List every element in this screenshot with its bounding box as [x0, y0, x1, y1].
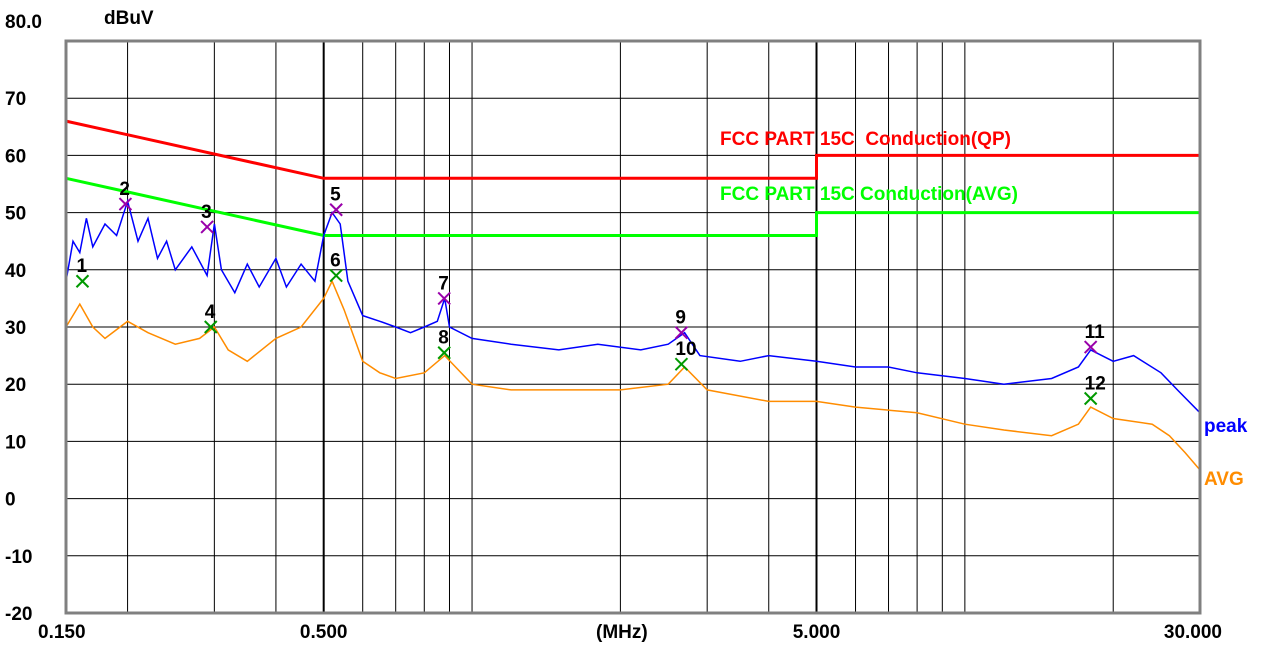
- marker-8: 8: [437, 328, 451, 360]
- y-tick-label: 60: [5, 146, 26, 167]
- x-tick-label: 30.000: [1164, 622, 1222, 643]
- y-tick-labels: 70 60 50 40 30 20 10 0 -10 -20: [5, 89, 32, 625]
- marker-10: 10: [674, 339, 697, 371]
- y-tick-label: -20: [5, 604, 32, 625]
- marker-label: 4: [205, 302, 216, 323]
- x-tick-labels: 0.150 0.500 5.000 30.000: [38, 622, 1222, 643]
- marker-6: 6: [329, 251, 343, 283]
- plot-border: [64, 39, 1202, 615]
- y-axis-unit-label: dBuV: [104, 8, 154, 29]
- y-tick-label: -10: [5, 547, 32, 568]
- marker-5: 5: [329, 185, 343, 217]
- marker-cross: [75, 274, 90, 288]
- marker-label: 11: [1085, 322, 1106, 343]
- marker-label: 3: [201, 202, 212, 223]
- marker-4: 4: [204, 302, 218, 334]
- x-tick-label: 5.000: [793, 622, 841, 643]
- marker-cross: [1083, 340, 1098, 354]
- peak-trace: [65, 198, 1201, 414]
- x-tick-label: 0.500: [300, 622, 348, 643]
- marker-label: 7: [438, 273, 449, 294]
- marker-7: 7: [437, 273, 451, 306]
- y-tick-label: 50: [5, 204, 26, 225]
- marker-label: 8: [438, 328, 449, 349]
- marker-cross: [437, 291, 451, 306]
- marker-2: 2: [118, 179, 133, 211]
- marker-cross: [329, 268, 343, 283]
- avg-limit-label: FCC PART 15C Conduction(AVG): [720, 184, 1018, 205]
- marker-12: 12: [1083, 374, 1106, 406]
- marker-cross: [674, 326, 689, 340]
- marker-label: 10: [675, 339, 696, 360]
- y-axis-top-label: 80.0: [5, 12, 42, 33]
- y-tick-label: 70: [5, 89, 26, 110]
- limit-lines: [65, 119, 1200, 237]
- marker-cross: [1083, 391, 1098, 406]
- avg-legend-label: AVG: [1204, 469, 1244, 490]
- y-tick-label: 30: [5, 318, 26, 339]
- marker-cross: [118, 197, 133, 211]
- marker-label: 2: [119, 179, 130, 200]
- marker-cross: [200, 220, 214, 234]
- qp-limit-label: FCC PART 15C Conduction(QP): [720, 129, 1011, 150]
- y-tick-label: 10: [5, 432, 26, 453]
- x-axis-unit-label: (MHz): [596, 622, 648, 643]
- marker-1: 1: [75, 256, 90, 288]
- peak-legend-label: peak: [1204, 416, 1248, 437]
- avg-trace: [65, 279, 1201, 471]
- marker-label: 5: [330, 185, 341, 206]
- y-tick-label: 0: [5, 490, 16, 511]
- marker-label: 9: [675, 308, 686, 329]
- marker-cross: [674, 357, 689, 371]
- marker-11: 11: [1083, 322, 1106, 354]
- measurement-traces: [65, 198, 1201, 471]
- marker-cross: [437, 346, 451, 360]
- x-tick-label: 0.150: [38, 622, 86, 643]
- marker-3: 3: [200, 202, 214, 234]
- marker-cross: [329, 203, 343, 217]
- qp-limit-line: [65, 119, 1200, 180]
- avg-limit-line: [65, 176, 1200, 237]
- marker-label: 1: [76, 256, 87, 277]
- marker-label: 12: [1085, 374, 1106, 395]
- y-tick-label: 20: [5, 375, 26, 396]
- marker-9: 9: [674, 308, 689, 340]
- marker-cross: [204, 320, 218, 334]
- y-tick-label: 40: [5, 261, 26, 282]
- marker-label: 6: [330, 251, 341, 272]
